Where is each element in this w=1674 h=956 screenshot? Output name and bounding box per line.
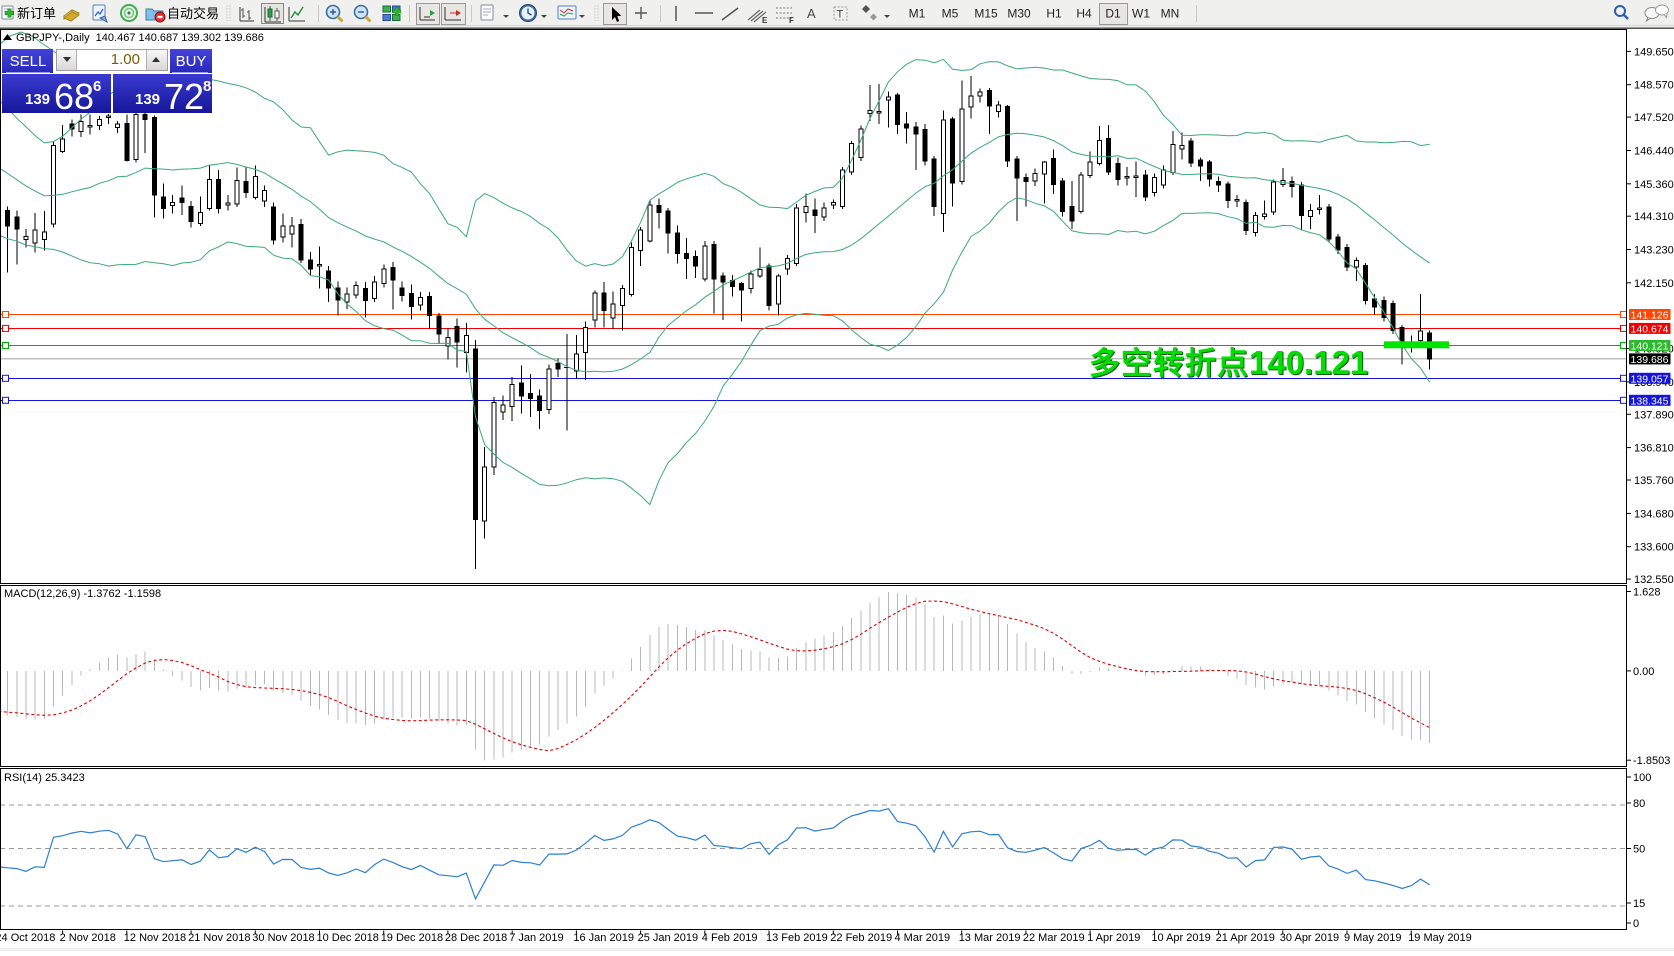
svg-text:W1: W1 bbox=[1132, 7, 1150, 21]
svg-text:7 Jan 2019: 7 Jan 2019 bbox=[509, 932, 563, 944]
svg-text:13 Mar 2019: 13 Mar 2019 bbox=[959, 932, 1021, 944]
svg-text:144.310: 144.310 bbox=[1634, 211, 1674, 223]
svg-text:10 Apr 2019: 10 Apr 2019 bbox=[1151, 932, 1210, 944]
svg-text:134.680: 134.680 bbox=[1634, 508, 1674, 520]
svg-text:50: 50 bbox=[1633, 844, 1645, 856]
svg-text:135.760: 135.760 bbox=[1634, 475, 1674, 487]
svg-text:4 Feb 2019: 4 Feb 2019 bbox=[702, 932, 758, 944]
svg-text:10 Dec 2018: 10 Dec 2018 bbox=[317, 932, 379, 944]
svg-text:13 Feb 2019: 13 Feb 2019 bbox=[766, 932, 828, 944]
svg-text:147.520: 147.520 bbox=[1634, 112, 1674, 124]
svg-text:E: E bbox=[762, 16, 768, 25]
svg-text:145.360: 145.360 bbox=[1634, 179, 1674, 191]
svg-text:M30: M30 bbox=[1007, 7, 1031, 21]
svg-text:22 Feb 2019: 22 Feb 2019 bbox=[830, 932, 892, 944]
svg-text:140.674: 140.674 bbox=[1631, 323, 1669, 335]
svg-text:0: 0 bbox=[1633, 918, 1639, 930]
svg-text:139.686: 139.686 bbox=[1631, 354, 1669, 366]
svg-text:T: T bbox=[837, 9, 844, 21]
svg-text:RSI(14) 25.3423: RSI(14) 25.3423 bbox=[4, 772, 85, 784]
svg-text:0.00: 0.00 bbox=[1633, 666, 1654, 678]
svg-text:143.230: 143.230 bbox=[1634, 245, 1674, 257]
svg-text:100: 100 bbox=[1633, 772, 1651, 784]
svg-text:M15: M15 bbox=[974, 7, 998, 21]
svg-text:80: 80 bbox=[1633, 798, 1645, 810]
svg-text:4 Mar 2019: 4 Mar 2019 bbox=[895, 932, 951, 944]
svg-text:12 Nov 2018: 12 Nov 2018 bbox=[124, 932, 186, 944]
svg-text:139.057: 139.057 bbox=[1631, 373, 1669, 385]
svg-text:19 May 2019: 19 May 2019 bbox=[1408, 932, 1472, 944]
svg-text:30 Nov 2018: 30 Nov 2018 bbox=[252, 932, 314, 944]
svg-text:H1: H1 bbox=[1046, 7, 1062, 21]
svg-text:1.628: 1.628 bbox=[1633, 587, 1661, 599]
svg-text:25 Jan 2019: 25 Jan 2019 bbox=[638, 932, 699, 944]
svg-text:137.890: 137.890 bbox=[1634, 409, 1674, 421]
svg-text:M5: M5 bbox=[942, 7, 959, 21]
svg-text:1 Apr 2019: 1 Apr 2019 bbox=[1087, 932, 1140, 944]
svg-text:15: 15 bbox=[1633, 898, 1645, 910]
svg-text:141.126: 141.126 bbox=[1631, 310, 1669, 322]
svg-text:D1: D1 bbox=[1105, 7, 1121, 21]
svg-text:146.440: 146.440 bbox=[1634, 146, 1674, 158]
svg-text:148.570: 148.570 bbox=[1634, 80, 1674, 92]
svg-text:16 Jan 2019: 16 Jan 2019 bbox=[573, 932, 634, 944]
svg-text:28 Dec 2018: 28 Dec 2018 bbox=[445, 932, 507, 944]
svg-text:138.345: 138.345 bbox=[1631, 395, 1669, 407]
svg-text:GBPJPY-,Daily 140.467 140.687: GBPJPY-,Daily 140.467 140.687 139.302 13… bbox=[16, 32, 264, 44]
svg-text:H4: H4 bbox=[1076, 7, 1092, 21]
svg-text:21 Apr 2019: 21 Apr 2019 bbox=[1216, 932, 1275, 944]
svg-text:M1: M1 bbox=[909, 7, 926, 21]
svg-text:-1.8503: -1.8503 bbox=[1633, 755, 1670, 767]
svg-text:30 Apr 2019: 30 Apr 2019 bbox=[1280, 932, 1339, 944]
svg-text:MN: MN bbox=[1161, 7, 1180, 21]
svg-text:132.550: 132.550 bbox=[1634, 574, 1674, 586]
svg-text:140.121: 140.121 bbox=[1631, 341, 1669, 353]
svg-text:24 Oct 2018: 24 Oct 2018 bbox=[0, 932, 55, 944]
svg-text:149.650: 149.650 bbox=[1634, 46, 1674, 58]
svg-text:22 Mar 2019: 22 Mar 2019 bbox=[1023, 932, 1085, 944]
svg-text:2 Nov 2018: 2 Nov 2018 bbox=[60, 932, 116, 944]
svg-text:19 Dec 2018: 19 Dec 2018 bbox=[381, 932, 443, 944]
svg-text:136.810: 136.810 bbox=[1634, 443, 1674, 455]
svg-text:新订单: 新订单 bbox=[17, 6, 56, 21]
svg-text:F: F bbox=[789, 16, 794, 25]
svg-text:133.600: 133.600 bbox=[1634, 542, 1674, 554]
svg-text:142.150: 142.150 bbox=[1634, 278, 1674, 290]
svg-text:自动交易: 自动交易 bbox=[167, 6, 219, 21]
svg-text:9 May 2019: 9 May 2019 bbox=[1344, 932, 1401, 944]
svg-text:MACD(12,26,9) -1.3762 -1.1598: MACD(12,26,9) -1.3762 -1.1598 bbox=[4, 588, 161, 600]
svg-text:A: A bbox=[807, 6, 816, 21]
svg-text:21 Nov 2018: 21 Nov 2018 bbox=[188, 932, 250, 944]
